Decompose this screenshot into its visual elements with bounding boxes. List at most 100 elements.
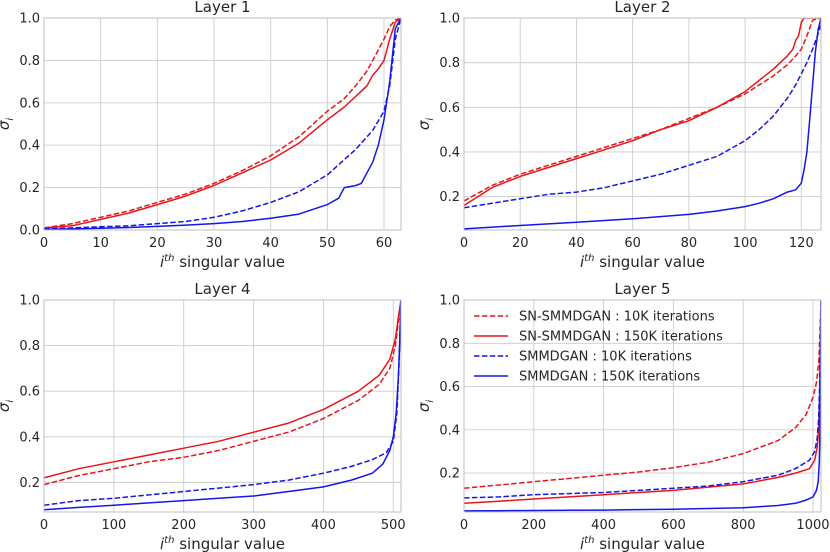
x-tick-label: 1000 <box>796 518 829 533</box>
plot-area <box>464 300 821 512</box>
series-line-1 <box>464 18 821 202</box>
x-tick-label: 500 <box>381 518 406 533</box>
y-label-sub: i <box>5 118 16 121</box>
x-tick-label: 100 <box>101 518 126 533</box>
y-tick-label: 0.6 <box>19 96 40 111</box>
series-line-1 <box>464 300 821 489</box>
series-line-4 <box>464 18 821 230</box>
legend-label: SN-SMMDGAN : 10K iterations <box>519 310 715 325</box>
series-group <box>44 300 401 511</box>
x-label-rest: singular value <box>174 253 285 271</box>
plot-area <box>44 18 401 230</box>
x-tick-label: 200 <box>171 518 196 533</box>
x-axis-label: ith singular value <box>160 535 285 552</box>
x-tick-label: 20 <box>149 236 166 251</box>
x-label-rest: singular value <box>174 535 285 552</box>
x-axis-label: ith singular value <box>580 535 705 552</box>
series-line-1 <box>44 300 401 486</box>
series-line-4 <box>44 300 401 511</box>
x-tick-label: 120 <box>789 236 814 251</box>
x-label-base: i <box>580 535 585 552</box>
x-tick-label: 400 <box>591 518 616 533</box>
panel-4: 0 200 400 600 800 1000 0.2 0.4 0.6 0.8 1.0 Layer 5 i… <box>415 280 830 552</box>
series-line-2 <box>44 18 401 229</box>
y-axis-label: σi <box>0 118 16 131</box>
series-line-1 <box>44 18 401 229</box>
x-label-sup: th <box>164 535 174 546</box>
y-axis-label: σi <box>0 400 16 413</box>
y-axis-label: σi <box>415 400 436 413</box>
y-tick-label: 0.6 <box>19 385 40 400</box>
x-tick-label: 50 <box>319 236 336 251</box>
x-axis-label: ith singular value <box>580 253 705 271</box>
x-label-base: i <box>160 535 165 552</box>
x-tick-label: 100 <box>733 236 758 251</box>
x-label-sup: th <box>584 535 594 546</box>
y-tick-label: 0.4 <box>439 145 460 160</box>
y-tick-label: 0.2 <box>439 467 460 482</box>
series-line-2 <box>464 18 821 207</box>
y-tick-label: 0.4 <box>439 423 460 438</box>
x-tick-label: 20 <box>512 236 529 251</box>
plot-area <box>464 18 821 230</box>
x-tick-label: 60 <box>376 236 393 251</box>
x-tick-label: 0 <box>460 236 468 251</box>
y-tick-label: 0.0 <box>19 224 40 239</box>
series-line-4 <box>464 300 821 512</box>
x-tick-label: 0 <box>460 518 468 533</box>
series-line-3 <box>44 18 401 230</box>
series-group <box>464 300 821 512</box>
y-tick-label: 0.2 <box>439 190 460 205</box>
y-tick-label: 0.8 <box>439 337 460 352</box>
chart-title: Layer 4 <box>194 280 250 298</box>
y-tick-label: 1.0 <box>19 12 40 27</box>
y-label-base: σ <box>0 120 13 130</box>
x-tick-label: 600 <box>661 518 686 533</box>
x-tick-label: 80 <box>681 236 698 251</box>
x-tick-label: 300 <box>241 518 266 533</box>
y-axis-label: σi <box>415 118 436 131</box>
x-label-sup: th <box>164 253 174 264</box>
y-tick-label: 1.0 <box>439 294 460 309</box>
x-tick-label: 40 <box>262 236 279 251</box>
y-label-sub: i <box>425 400 436 403</box>
chart-title: Layer 2 <box>614 0 670 16</box>
chart-title: Layer 1 <box>194 0 250 16</box>
y-label-base: σ <box>0 402 13 412</box>
series-line-3 <box>464 300 821 499</box>
x-tick-label: 0 <box>40 236 48 251</box>
x-tick-label: 200 <box>521 518 546 533</box>
plot-frame <box>43 299 402 513</box>
x-label-rest: singular value <box>594 535 705 552</box>
chart-title: Layer 5 <box>614 280 670 298</box>
x-label-base: i <box>160 253 165 271</box>
y-tick-label: 0.8 <box>19 339 40 354</box>
x-tick-label: 60 <box>624 236 641 251</box>
plot-area <box>44 300 401 512</box>
series-line-2 <box>44 300 401 479</box>
y-tick-label: 1.0 <box>19 294 40 309</box>
y-label-base: σ <box>415 120 433 130</box>
x-tick-label: 30 <box>206 236 223 251</box>
y-tick-label: 0.6 <box>439 380 460 395</box>
y-tick-label: 0.4 <box>19 139 40 154</box>
legend-label: SMMDGAN : 10K iterations <box>519 350 692 365</box>
y-tick-label: 1.0 <box>439 12 460 27</box>
y-tick-label: 0.6 <box>439 101 460 116</box>
plot-frame <box>463 299 822 513</box>
series-group <box>44 18 401 230</box>
x-tick-label: 10 <box>92 236 109 251</box>
plot-frame <box>463 17 822 231</box>
x-tick-label: 400 <box>311 518 336 533</box>
x-label-sup: th <box>584 253 594 264</box>
x-tick-label: 0 <box>40 518 48 533</box>
plot-frame <box>43 17 402 231</box>
series-group <box>464 18 821 230</box>
y-tick-label: 0.8 <box>19 54 40 69</box>
y-label-base: σ <box>415 402 433 412</box>
x-tick-label: 800 <box>731 518 756 533</box>
y-tick-label: 0.8 <box>439 56 460 71</box>
